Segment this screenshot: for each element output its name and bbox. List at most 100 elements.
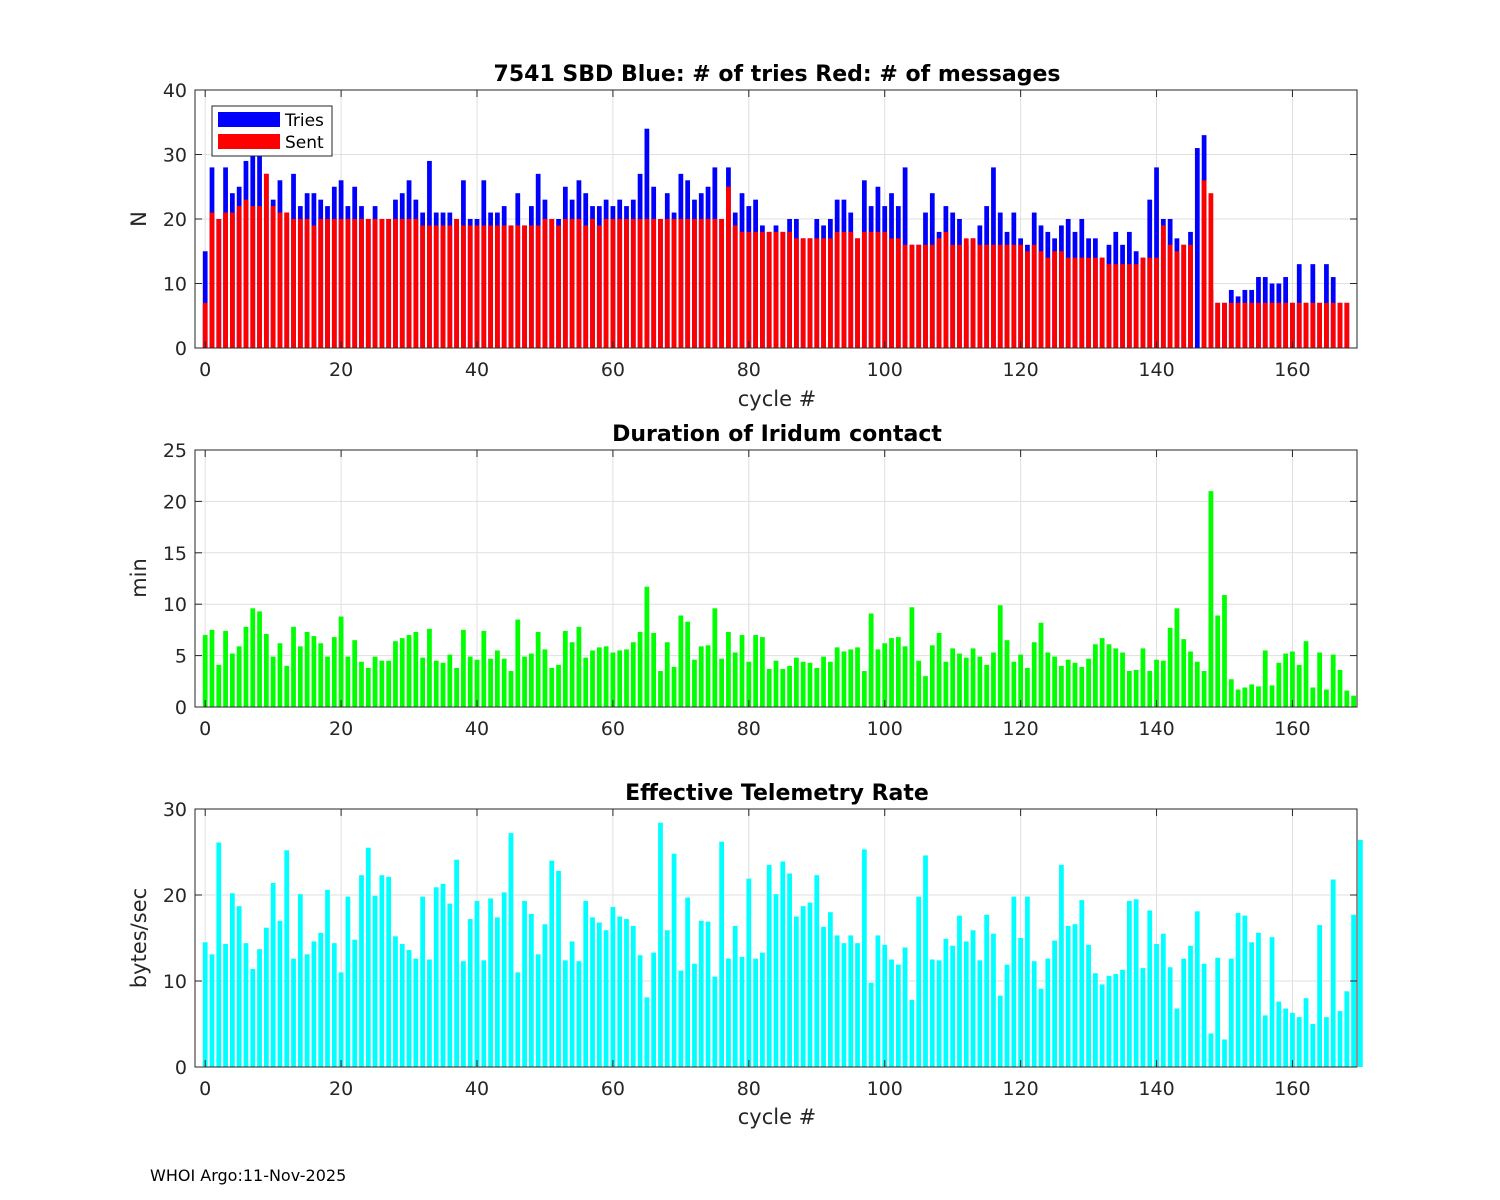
bar-rate-126 (1059, 864, 1064, 1067)
x-tick-label: 40 (465, 1078, 489, 1100)
bar-duration-99 (875, 649, 881, 707)
bar-duration-25 (372, 656, 378, 707)
bar-duration-119 (1011, 661, 1017, 707)
bar-duration-21 (345, 656, 351, 707)
bar-duration-28 (393, 641, 398, 707)
bar-duration-19 (331, 637, 337, 707)
bar-sent-151 (1228, 302, 1234, 348)
bar-duration-69 (671, 666, 677, 707)
x-tick-label: 120 (1002, 1078, 1038, 1100)
bar-duration-81 (753, 635, 758, 707)
bar-rate-34 (433, 887, 439, 1067)
bar-rate-32 (420, 896, 426, 1067)
bar-sent-84 (773, 231, 779, 348)
bar-sent-81 (753, 231, 758, 348)
bar-rate-18 (325, 889, 330, 1067)
bar-rate-27 (386, 876, 392, 1067)
bar-duration-44 (501, 658, 507, 707)
bar-duration-135 (1120, 652, 1125, 707)
bar-sent-159 (1283, 302, 1289, 348)
bar-sent-62 (624, 219, 629, 348)
plot-title-rate: Effective Telemetry Rate (625, 781, 929, 806)
bar-sent-163 (1310, 302, 1316, 348)
y-tick-label: 20 (163, 885, 187, 907)
bar-duration-39 (467, 656, 473, 707)
bar-rate-10 (270, 882, 276, 1067)
bar-sent-149 (1215, 302, 1221, 348)
bar-rate-164 (1317, 925, 1323, 1067)
bar-duration-153 (1242, 687, 1248, 707)
bar-sent-110 (950, 244, 956, 348)
bar-duration-60 (610, 652, 616, 707)
bar-duration-112 (963, 657, 969, 707)
bar-duration-163 (1310, 687, 1316, 707)
x-tick-label: 120 (1002, 359, 1038, 381)
bar-duration-40 (474, 659, 480, 707)
bar-sent-86 (787, 231, 792, 348)
bar-sent-144 (1181, 244, 1187, 348)
bar-rate-162 (1303, 998, 1309, 1067)
bar-rate-158 (1276, 1001, 1282, 1067)
bar-duration-127 (1065, 659, 1071, 707)
legend-swatch-sent (218, 134, 280, 149)
bar-rate-88 (800, 906, 806, 1067)
bar-duration-3 (223, 630, 228, 707)
bar-duration-63 (630, 642, 636, 707)
bar-sent-131 (1093, 257, 1098, 348)
x-tick-label: 0 (199, 359, 211, 381)
bar-rate-19 (331, 943, 337, 1067)
bar-sent-121 (1025, 251, 1030, 348)
bar-rate-3 (223, 944, 228, 1067)
bar-duration-159 (1283, 653, 1289, 707)
bar-duration-49 (535, 631, 541, 707)
bar-sent-43 (495, 225, 500, 348)
bar-duration-36 (447, 654, 453, 707)
bar-rate-72 (692, 963, 697, 1067)
bar-duration-12 (284, 665, 290, 707)
x-tick-label: 20 (329, 718, 353, 740)
bar-sent-85 (780, 231, 786, 348)
bar-duration-47 (522, 656, 527, 707)
bar-sent-100 (882, 231, 888, 348)
bar-rate-169 (1351, 914, 1356, 1067)
bar-rate-122 (1031, 961, 1037, 1067)
bar-sent-22 (352, 219, 358, 348)
bar-sent-129 (1079, 257, 1085, 348)
bar-sent-115 (984, 244, 990, 348)
bar-rate-89 (807, 902, 813, 1067)
bar-rate-141 (1160, 933, 1166, 1067)
bar-sent-126 (1059, 251, 1064, 348)
bar-rate-58 (596, 922, 602, 1067)
xlabel-cycle-bottom: cycle # (738, 1105, 817, 1129)
bar-sent-166 (1330, 302, 1336, 348)
bar-rate-163 (1310, 1024, 1316, 1067)
bar-rate-90 (814, 875, 820, 1067)
bar-sent-90 (814, 238, 820, 348)
bar-rate-160 (1290, 1012, 1295, 1067)
bar-rate-24 (365, 847, 371, 1067)
bar-rate-114 (977, 960, 983, 1067)
bar-sent-140 (1154, 257, 1159, 348)
bar-rate-15 (304, 954, 310, 1067)
bar-rate-63 (630, 925, 636, 1067)
bar-duration-83 (766, 668, 772, 707)
x-tick-label: 100 (867, 718, 903, 740)
bar-sent-64 (637, 219, 643, 348)
bar-sent-155 (1256, 302, 1261, 348)
bar-rate-170 (1358, 839, 1363, 1067)
bar-sent-113 (970, 238, 976, 348)
bar-duration-160 (1290, 651, 1295, 707)
bar-duration-165 (1324, 689, 1329, 707)
x-tick-label: 100 (867, 359, 903, 381)
bar-sent-152 (1235, 302, 1241, 348)
bar-duration-116 (991, 652, 996, 707)
bar-duration-22 (352, 640, 358, 707)
bar-sent-50 (542, 219, 548, 348)
bar-duration-72 (692, 659, 697, 707)
bar-sent-87 (794, 238, 799, 348)
bar-rate-94 (841, 943, 847, 1067)
bar-sent-138 (1140, 257, 1146, 348)
bar-sent-75 (712, 219, 718, 348)
bar-duration-80 (746, 661, 752, 707)
x-tick-label: 160 (1274, 359, 1310, 381)
